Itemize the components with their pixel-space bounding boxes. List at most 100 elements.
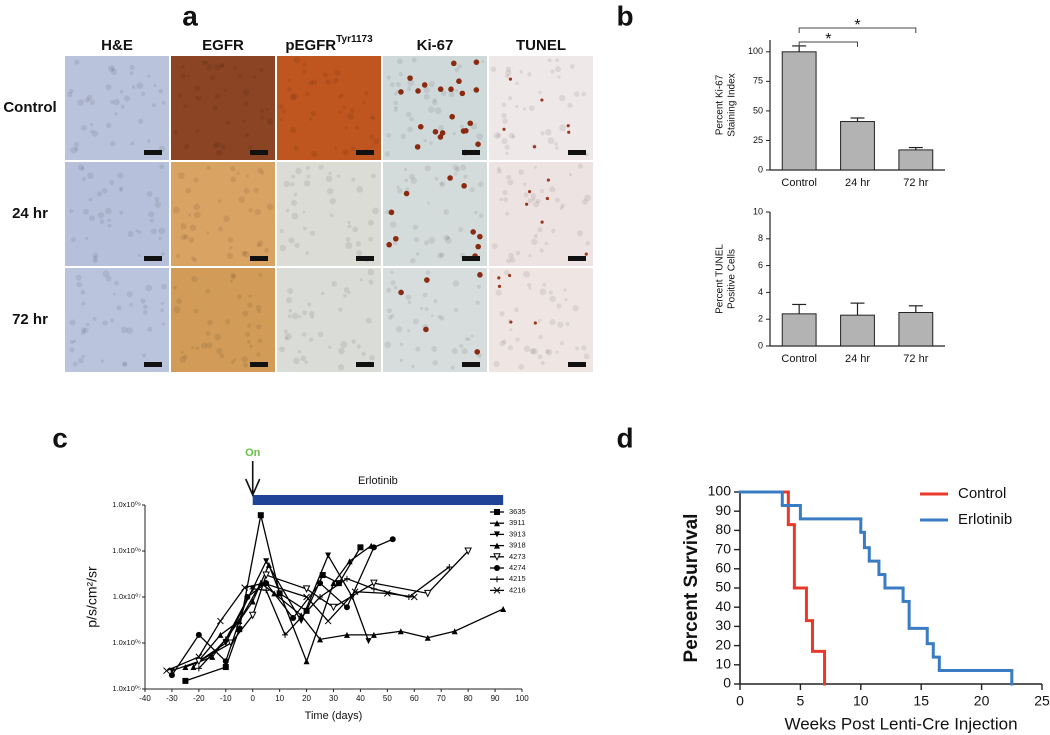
cell-texture [154,197,160,203]
cell-texture [214,333,222,341]
cell-texture [554,66,561,73]
cell-texture [415,346,421,352]
cell-texture [555,58,560,63]
row-label: 24 hr [12,205,48,222]
cell-texture [398,71,403,77]
cell-texture [215,149,223,157]
point-marker [343,575,350,582]
cell-texture [369,134,375,140]
point-marker [424,634,431,641]
stained-nucleus [508,273,512,278]
cell-texture [148,211,155,218]
bar [898,149,934,171]
cell-texture [328,345,332,350]
cell-texture [342,105,347,109]
cell-texture [146,139,151,143]
cell-texture [542,282,547,287]
panel-label: b [616,0,633,31]
cell-texture [432,99,438,106]
cell-texture [490,66,497,72]
cell-texture [188,213,192,217]
stained-nucleus [456,78,462,85]
cell-texture [318,164,324,170]
column-label: pEGFRTyr1173 [285,34,373,54]
y-tick-label: 25 [753,135,763,145]
cell-texture [116,305,122,311]
panel-label: d [616,422,633,453]
cell-texture [160,308,165,312]
cell-texture [407,126,413,133]
cell-texture [560,203,565,208]
cell-texture [214,141,221,148]
point-marker [370,631,377,638]
x-tick-label: 24 hr [845,177,870,189]
cell-texture [191,256,196,261]
cell-texture [583,353,590,360]
cell-texture [508,252,514,259]
point-marker [384,590,391,597]
cell-texture [329,213,334,218]
cell-texture [518,364,525,370]
cell-texture [371,116,376,121]
cell-texture [399,342,404,346]
cell-texture [425,270,431,275]
cell-texture [503,197,509,202]
point-marker [446,563,453,570]
cell-texture [237,294,242,300]
legend-label: 3911 [509,518,525,527]
bar [898,312,934,347]
cell-texture [105,122,112,129]
cell-texture [326,187,334,195]
scale-bar [144,256,162,261]
cell-texture [433,299,438,304]
cell-texture [559,124,567,132]
cell-texture [386,307,393,314]
column-label: H&E [101,37,133,54]
cell-texture [559,205,564,210]
cell-texture [305,251,310,256]
cell-texture [173,306,181,314]
cell-texture [191,276,198,283]
cell-texture [302,226,307,231]
stained-nucleus [398,289,404,296]
cell-texture [392,240,398,246]
cell-texture [185,187,192,194]
point-marker [163,667,170,675]
cell-texture [120,104,125,109]
column-label-main: pEGFR [285,37,336,54]
cell-texture [176,298,183,305]
series-line [171,538,393,676]
cell-texture [256,324,262,330]
stained-nucleus [463,127,469,134]
cell-texture [310,110,316,117]
cell-texture [70,237,76,243]
cell-texture [309,117,313,121]
micrograph [383,56,487,160]
cell-texture [501,102,507,108]
cell-texture [547,137,555,145]
cell-texture [554,197,560,203]
cell-texture [193,211,201,219]
cell-texture [84,97,90,103]
cell-texture [527,282,532,288]
cell-texture [110,68,118,76]
cell-texture [538,90,542,95]
cell-texture [268,121,272,126]
cell-texture [219,353,225,359]
x-tick-label: Control [781,177,816,189]
cell-texture [411,364,415,369]
y-axis-label: Staining Index [727,73,738,136]
point-marker [302,585,311,594]
cell-texture [370,173,376,179]
treatment-label: Erlotinib [358,475,398,487]
stained-nucleus [407,75,413,81]
cell-texture [410,177,418,184]
scale-bar [356,150,374,155]
cell-texture [69,347,75,353]
micrograph [383,162,487,266]
cell-texture [212,104,218,111]
cell-texture [338,110,342,114]
point-marker [451,628,458,635]
cell-texture [310,230,316,236]
cell-texture [537,227,543,233]
